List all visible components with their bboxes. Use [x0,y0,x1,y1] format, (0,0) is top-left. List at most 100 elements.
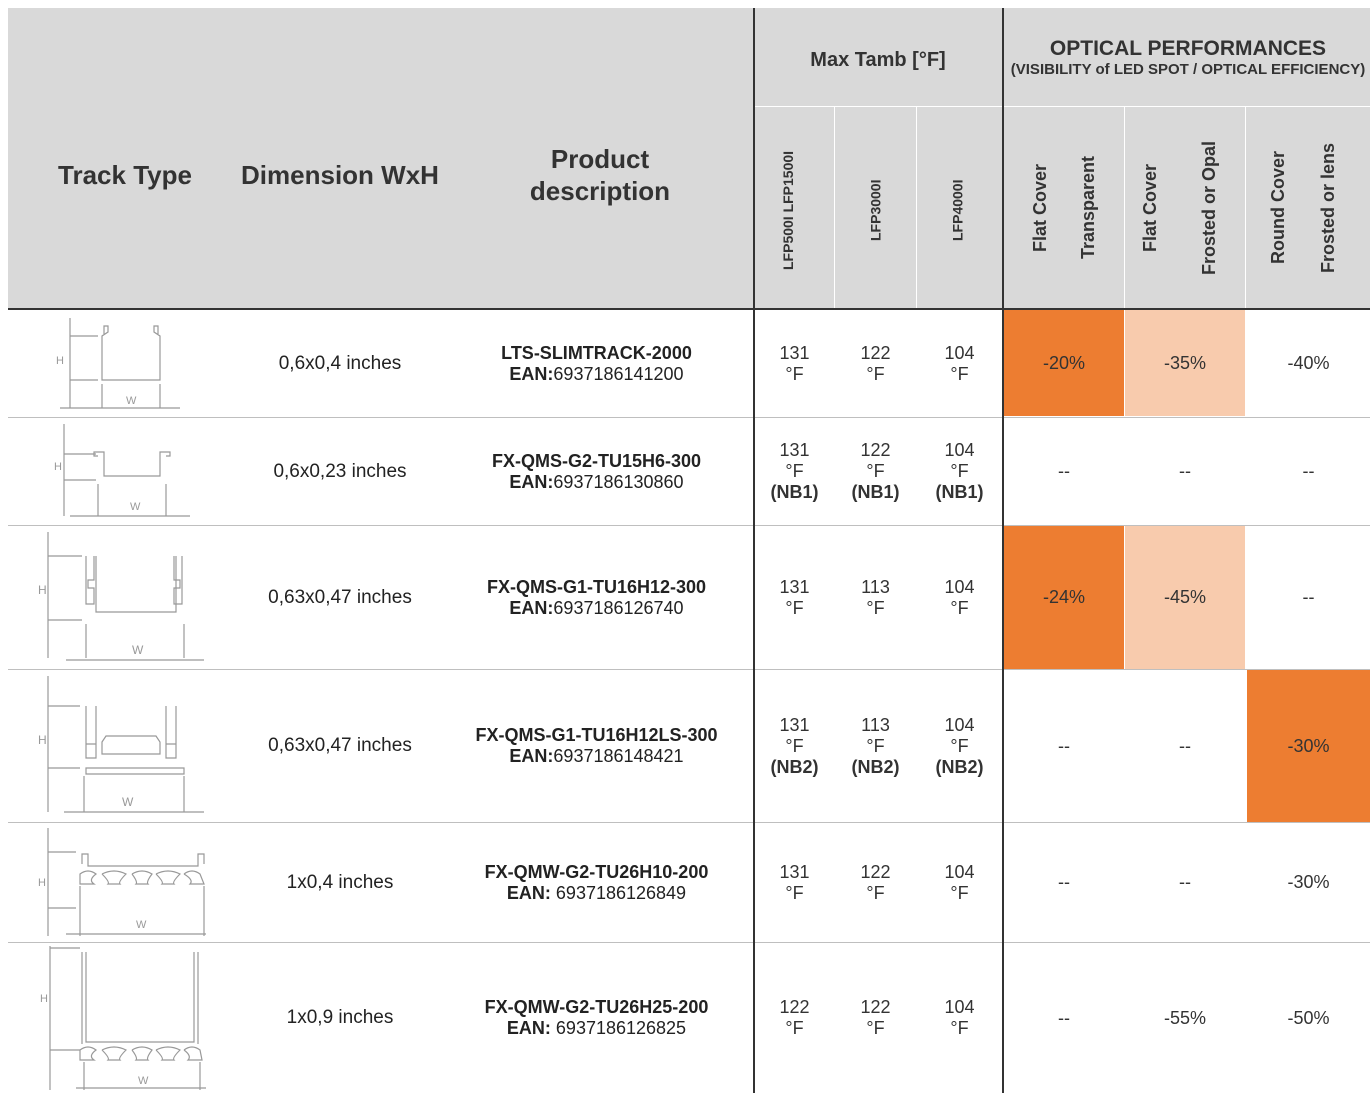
w-label: W [122,795,134,809]
transparent-value: -- [1058,735,1070,756]
column-divider [1002,8,1004,1093]
temp-value: 104 °F [944,342,975,384]
highlight-cell [1004,526,1124,669]
row-divider [8,525,1370,526]
temp-cell: 113 °F (NB2) [835,670,916,822]
row-divider [8,822,1370,823]
header-lfp4000: LFP4000I [949,179,966,241]
temp-cell: 104 °F (NB2) [917,670,1002,822]
temp-cell: 122 °F [835,310,916,417]
h-label: H [54,461,62,473]
temp-value: 131 °F [779,861,810,903]
ean-value: 6937186148421 [553,746,684,766]
temp-cell: 104 °F (NB1) [917,418,1002,525]
temp-value: 104 °F [944,861,975,903]
product-ean: EAN:6937186126740 [509,598,683,619]
ean-value: 6937186126825 [550,1018,687,1038]
header-divider [754,106,1370,107]
product-code: FX-QMS-G2-TU15H6-300 [491,450,702,471]
ean-label: EAN: [509,471,554,492]
header-divider [916,107,917,308]
temp-note: (NB2) [770,756,819,777]
round-value: -- [1302,587,1315,607]
header-flat-cover-1: Flat Cover [1030,163,1050,252]
header-optical: OPTICAL PERFORMANCES (VISIBILITY of LED … [1008,18,1368,98]
row-dimension: 1x0,9 inches [286,1007,394,1028]
h-label: H [40,993,48,1005]
round-value: -30% [1287,872,1330,892]
transparent-value: -24% [1042,587,1086,607]
h-label: H [38,877,46,889]
temp-value: 131 °F [779,440,810,481]
row-dimension: 0,63x0,47 inches [268,586,412,608]
product-code: FX-QMW-G2-TU26H10-200 [484,861,709,882]
header-lfp500-lfp1500: LFP500I LFP1500I [768,130,824,290]
transparent-value: -- [1058,461,1070,481]
product-code: FX-QMW-G2-TU26H25-200 [484,997,709,1017]
round-value: -40% [1287,353,1330,373]
row-dimension: 0,6x0,23 inches [273,460,407,482]
h-label: H [56,355,64,367]
frosted-opal-value: -- [1179,872,1191,892]
round-value: -- [1302,461,1315,481]
frosted-opal-value: -45% [1163,587,1207,607]
product-ean: EAN:6937186130860 [509,472,683,493]
temp-cell: 131 °F (NB2) [755,670,834,822]
ean-value: 6937186126740 [553,597,684,618]
header-divider [1124,107,1125,308]
col-lfp500-label: LFP500I LFP1500I [780,150,796,270]
optical-subtitle: (VISIBILITY of LED SPOT / OPTICAL EFFICI… [1010,61,1366,78]
transparent-value: -- [1058,872,1070,892]
ean-value: 6937186126849 [550,882,687,903]
temp-note: (NB1) [851,482,900,502]
temp-cell: 122 °F [835,823,916,942]
frosted-opal-value: -35% [1163,353,1207,373]
transparent-value: -20% [1042,353,1086,373]
highlight-cell [1125,310,1245,416]
temp-cell: 104 °F [917,526,1002,669]
transparent-value: -- [1058,1007,1070,1028]
row-product: FX-QMW-G2-TU26H25-200 EAN: 6937186126825 [440,943,753,1093]
track-profile-diagram: H W [56,318,180,409]
ean-label: EAN: [506,1018,551,1038]
optical-title: OPTICAL PERFORMANCES [1049,37,1327,60]
header-track-type: Track Type [58,160,192,190]
table-header [8,8,1370,308]
row-product: FX-QMS-G2-TU15H6-300 EAN:6937186130860 [440,418,753,525]
row-product: FX-QMS-G1-TU16H12LS-300 EAN:693718614842… [440,670,753,822]
ean-label: EAN: [509,597,554,618]
header-frosted-opal: Frosted or Opal [1178,120,1240,295]
track-profile-diagram: H W [54,424,190,517]
h-label: H [38,583,47,597]
product-code: FX-QMS-G1-TU16H12LS-300 [475,725,718,745]
temp-value: 131 °F [779,714,810,756]
temp-note: (NB1) [935,482,984,502]
w-label: W [136,919,147,931]
row-divider [8,669,1370,670]
w-label: W [138,1075,149,1087]
temp-cell: 104 °F [917,823,1002,942]
frosted-opal-value: -55% [1163,1007,1207,1028]
track-profile-diagram: H W [38,532,204,661]
ean-label: EAN: [509,363,554,384]
product-ean: EAN: 6937186126825 [507,1018,686,1039]
row-dimension: 0,63x0,47 inches [268,735,412,756]
highlight-cell [1125,526,1245,669]
header-divider [834,107,835,308]
temp-cell: 104 °F [917,943,1002,1093]
track-profile-diagram: H W [40,946,206,1090]
row-product: LTS-SLIMTRACK-2000 EAN:6937186141200 [440,310,753,417]
header-max-tamb: Max Tamb [°F] [810,48,946,71]
temp-value: 104 °F [944,576,975,618]
temp-note: (NB1) [770,482,819,502]
round-value: -50% [1287,1007,1330,1028]
temp-cell: 122 °F [755,943,834,1093]
row-product: FX-QMS-G1-TU16H12-300 EAN:6937186126740 [440,526,753,669]
row-product: FX-QMW-G2-TU26H10-200 EAN: 6937186126849 [440,823,753,942]
w-label: W [130,501,141,513]
temp-value: 122 °F [860,997,891,1038]
temp-value: 104 °F [944,440,975,481]
temp-value: 122 °F [860,861,891,903]
product-ean: EAN:6937186148421 [509,746,683,767]
temp-value: 104 °F [944,714,975,756]
